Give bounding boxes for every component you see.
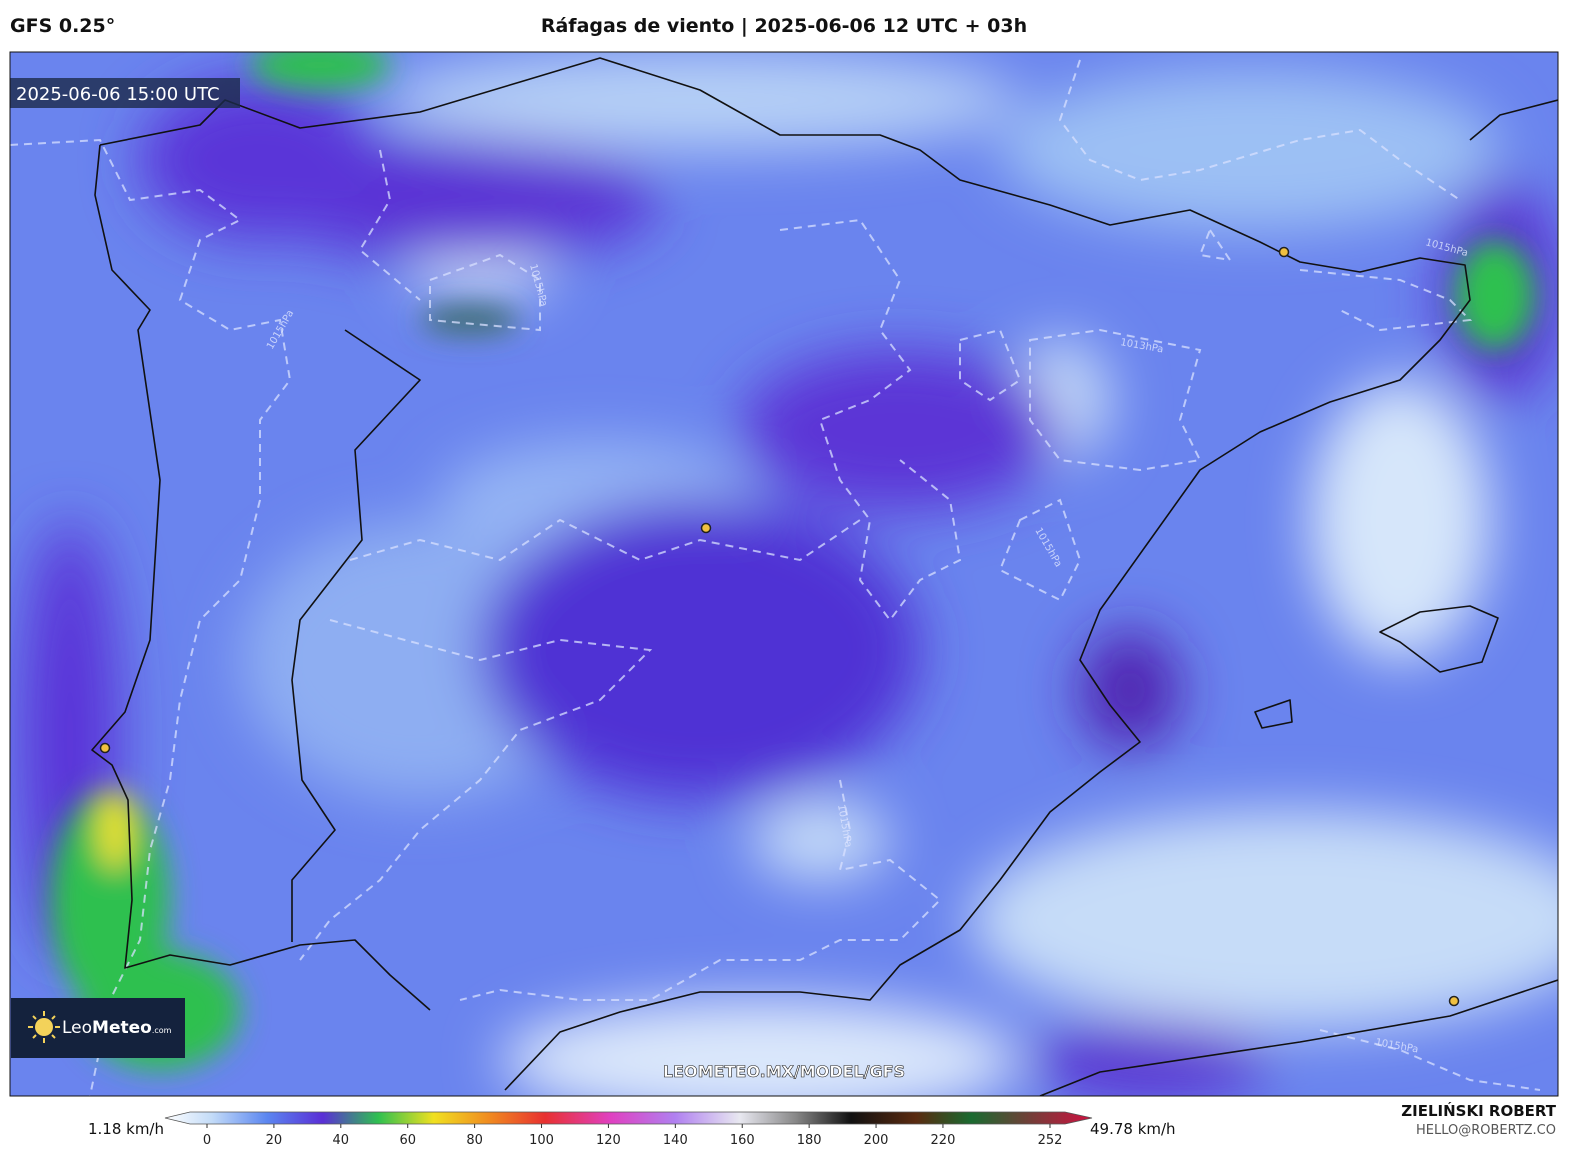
logo-sun [28, 1011, 60, 1043]
logo-text: LeoMeteo.com [62, 1018, 172, 1038]
colorbar-max: 49.78 km/h [1090, 1120, 1176, 1138]
coastlines [91, 57, 1558, 1096]
colorbar-tick-label: 0 [203, 1133, 211, 1148]
author: ZIELIŃSKI ROBERT [1401, 1101, 1556, 1120]
map-title: Ráfagas de viento | 2025-06-06 12 UTC + … [541, 15, 1027, 37]
colorbar-tick-label: 60 [399, 1133, 416, 1148]
colorbar-ticks: 0 20 40 60 80 100 120 140 160 180 200 220 252 [203, 1124, 1063, 1148]
time-badge [10, 78, 240, 108]
colorbar-tick-label: 220 [931, 1133, 956, 1148]
valid-time: 2025-06-06 15:00 UTC [16, 84, 220, 105]
isobars [10, 59, 1541, 1096]
watermark: LEOMETEO.MX/MODEL/GFS [663, 1062, 905, 1081]
model-name: GFS 0.25° [10, 15, 115, 37]
cities [99, 246, 1460, 1007]
colorbar-tick-label: 180 [797, 1133, 822, 1148]
colorbar-tick-label: 40 [333, 1133, 350, 1148]
logo-brand: Leo [62, 1018, 92, 1038]
colorbar-tick-label: 200 [864, 1133, 889, 1148]
map-frame [9, 51, 1559, 1097]
colorbar-tick-label: 252 [1038, 1133, 1063, 1148]
colorbar-tick-label: 20 [266, 1133, 283, 1148]
colorbar-tick-label: 120 [596, 1133, 621, 1148]
colorbar-min: 1.18 km/h [88, 1120, 164, 1138]
email: HELLO@ROBERTZ.CO [1416, 1123, 1556, 1138]
colorbar-tick-label: 140 [663, 1133, 688, 1148]
map: 1015hPa 1015hPa 1013hPa 1015hPa 1015hPa … [10, 52, 1558, 1096]
colorbar-tick-label: 160 [730, 1133, 755, 1148]
colorbar [164, 1111, 1093, 1125]
logo-brand-bold: Meteo [92, 1018, 152, 1038]
wind-field [20, 52, 1558, 1096]
colorbar-tick-label: 100 [529, 1133, 554, 1148]
logo-suffix: .com [152, 1026, 172, 1035]
colorbar-tick-label: 80 [466, 1133, 483, 1148]
